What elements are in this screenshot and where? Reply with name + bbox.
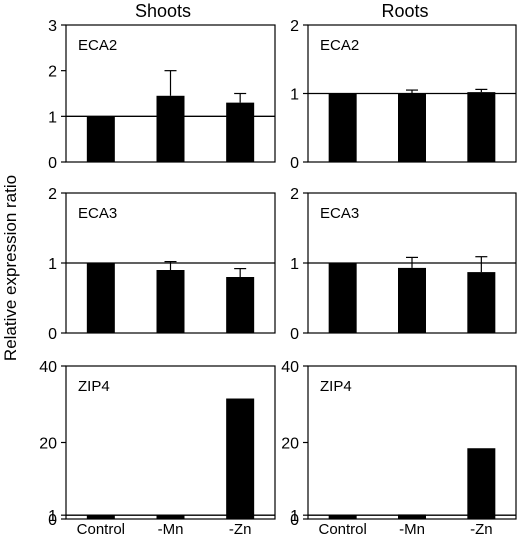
y-axis-label: Relative expression ratio xyxy=(1,175,20,361)
y-tick-label: 20 xyxy=(281,436,299,453)
y-tick-label: 40 xyxy=(39,359,57,376)
bar-mn xyxy=(156,515,185,519)
panel-label: ECA3 xyxy=(78,205,117,222)
x-category-label: Control xyxy=(77,521,125,537)
y-tick-label: 0 xyxy=(48,155,57,172)
panels: 0123ECA2012ECA2012ECA3012ECA3012040ZIP4C… xyxy=(39,18,517,537)
panel-label: ECA2 xyxy=(78,37,117,54)
chart-panel-eca3-shoots: 0 1 2 ECA3 xyxy=(48,186,276,343)
y-tick-label: 3 xyxy=(48,18,57,35)
y-tick-label: 2 xyxy=(290,18,299,35)
bar-control xyxy=(86,263,115,333)
bar-control xyxy=(328,93,357,162)
bar-control xyxy=(328,263,357,333)
y-tick-label: 0 xyxy=(290,155,299,172)
bar-mn xyxy=(398,514,426,519)
chart-panel-zip4-roots: 01 20 40 ZIP4 Control -Mn -Zn xyxy=(281,359,517,537)
y-tick-label: 1 xyxy=(48,508,57,525)
y-tick-label: 0 xyxy=(290,326,299,343)
bar-control xyxy=(328,515,357,519)
x-category-label: -Zn xyxy=(229,521,252,537)
bar-zn xyxy=(467,448,496,519)
y-tick-label: 40 xyxy=(281,359,299,376)
y-tick-label: 0 xyxy=(290,512,299,529)
chart-panel-eca3-roots: 0 1 2 ECA3 xyxy=(290,186,517,343)
bar-mn xyxy=(398,267,426,333)
bar-mn xyxy=(156,95,185,162)
panel-label: ECA3 xyxy=(320,205,359,222)
y-tick-label: 1 xyxy=(48,109,57,126)
y-tick-label: 0 xyxy=(48,326,57,343)
column-title-roots: Roots xyxy=(381,1,428,21)
bar-zn xyxy=(467,272,496,333)
chart-panel-zip4-shoots: 01 20 40 ZIP4 Control -Mn -Zn xyxy=(39,359,276,537)
x-category-label: -Mn xyxy=(158,521,184,537)
y-tick-label: 20 xyxy=(39,436,57,453)
x-category-label: -Zn xyxy=(470,521,493,537)
bar-mn xyxy=(156,270,185,333)
y-tick-label: 1 xyxy=(290,87,299,104)
bar-control xyxy=(86,515,115,519)
y-tick-label: 2 xyxy=(290,186,299,203)
y-tick-label: 1 xyxy=(290,256,299,273)
y-tick-label: 0 xyxy=(48,512,57,529)
bar-control xyxy=(86,116,115,162)
x-category-label: -Mn xyxy=(399,521,425,537)
chart-panel-eca2-roots: 0 1 2 ECA2 xyxy=(290,18,517,172)
panel-label: ECA2 xyxy=(320,37,359,54)
y-tick-label: 1 xyxy=(48,256,57,273)
bar-zn xyxy=(226,102,255,162)
y-tick-label: 2 xyxy=(48,186,57,203)
x-category-label: Control xyxy=(318,521,366,537)
bar-zn xyxy=(226,398,255,519)
chart-panel-eca2-shoots: 0 1 2 3 ECA2 xyxy=(48,18,276,172)
y-tick-label: 1 xyxy=(290,508,299,525)
y-tick-label: 2 xyxy=(48,64,57,81)
bar-zn xyxy=(226,277,255,333)
bar-mn xyxy=(398,93,426,162)
panel-label: ZIP4 xyxy=(78,378,110,395)
panel-label: ZIP4 xyxy=(320,378,352,395)
bar-zn xyxy=(467,92,496,162)
column-title-shoots: Shoots xyxy=(135,1,191,21)
